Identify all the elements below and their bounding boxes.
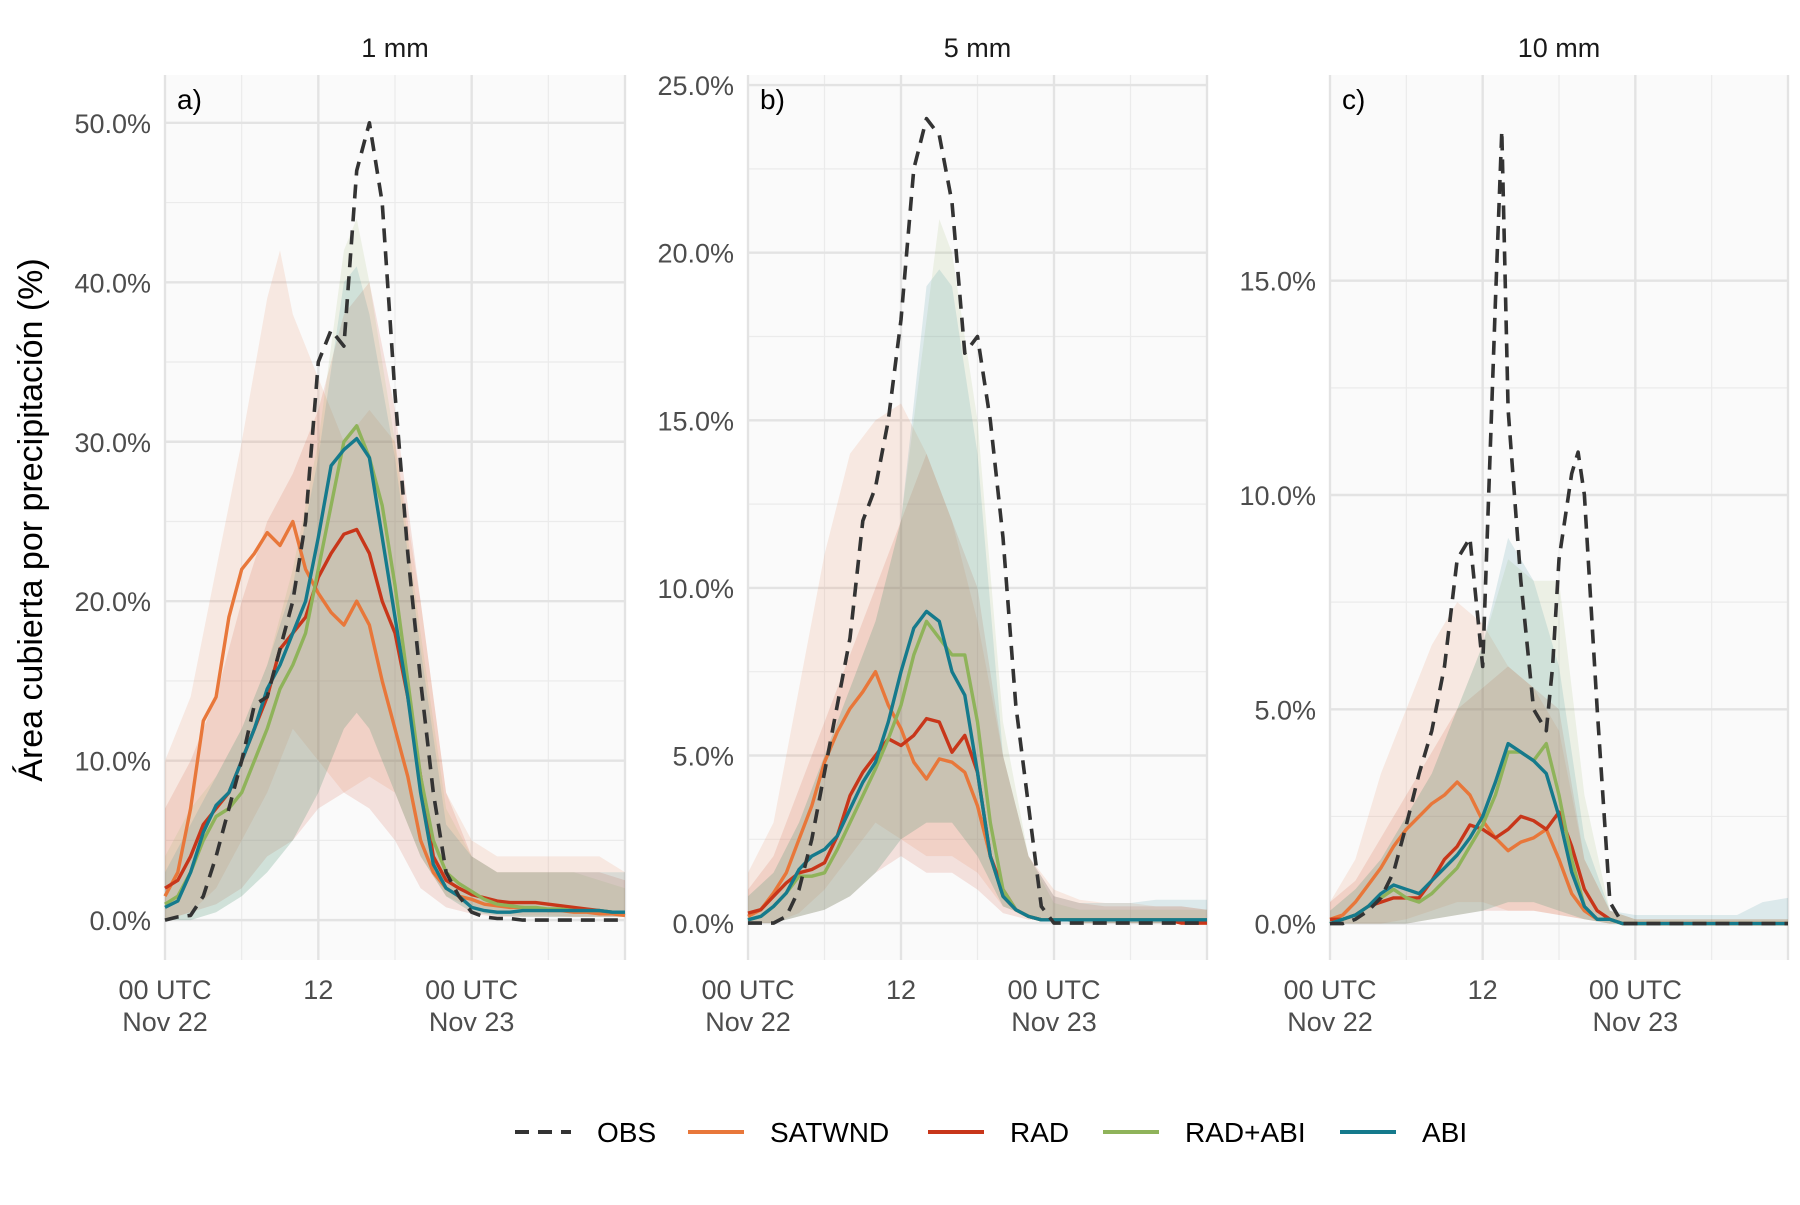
legend-item-rad-abi: RAD+ABI [1103, 1117, 1306, 1148]
x-tick-label: 00 UTC [701, 975, 794, 1005]
band-rad [165, 282, 625, 921]
x-tick-label: 00 UTC [118, 975, 211, 1005]
band-rad [748, 453, 1207, 924]
series-line-obs [748, 116, 1207, 925]
y-tick-label: 15.0% [657, 406, 734, 436]
panel-title: 5 mm [944, 33, 1012, 63]
x-tick-label: 12 [886, 975, 916, 1005]
y-tick-label: 10.0% [657, 574, 734, 604]
series-line-abi [747, 609, 1207, 922]
x-tick-label: Nov 22 [122, 1007, 208, 1037]
y-tick-label: 15.0% [1239, 267, 1316, 297]
y-tick-label: 40.0% [74, 268, 151, 298]
y-tick-label: 10.0% [74, 747, 151, 777]
panel-label: c) [1342, 84, 1365, 115]
legend-item-abi: ABI [1340, 1117, 1467, 1148]
y-tick-label: 5.0% [1254, 695, 1316, 725]
panel-title: 1 mm [361, 33, 429, 63]
x-tick-label: 00 UTC [1283, 975, 1376, 1005]
panel-title: 10 mm [1518, 33, 1601, 63]
band-rad-abi [748, 219, 1207, 924]
y-tick-label: 30.0% [74, 428, 151, 458]
x-tick-label: Nov 23 [1593, 1007, 1679, 1037]
legend-item-obs: OBS [515, 1117, 656, 1148]
band-rad-abi [1330, 559, 1788, 924]
panel-label: a) [177, 84, 202, 115]
band-satwnd [1330, 602, 1788, 924]
legend-item-satwnd: SATWND [688, 1117, 889, 1148]
y-tick-label: 5.0% [672, 742, 734, 772]
band-abi [748, 269, 1207, 924]
legend-label: OBS [597, 1117, 656, 1148]
band-abi [1330, 537, 1788, 924]
y-tick-label: 20.0% [74, 587, 151, 617]
y-tick-label: 0.0% [672, 909, 734, 939]
x-tick-label: Nov 23 [1011, 1007, 1097, 1037]
x-tick-label: 00 UTC [1589, 975, 1682, 1005]
legend-label: RAD+ABI [1185, 1117, 1306, 1148]
y-tick-label: 25.0% [657, 71, 734, 101]
y-tick-label: 0.0% [1254, 910, 1316, 940]
series-line-obs [1330, 128, 1788, 926]
x-tick-label: Nov 23 [429, 1007, 515, 1037]
band-rad-abi [165, 218, 625, 921]
legend-item-rad: RAD [928, 1117, 1069, 1148]
series-line-abi [1329, 741, 1788, 926]
x-tick-label: 00 UTC [425, 975, 518, 1005]
x-tick-label: 12 [303, 975, 333, 1005]
legend-label: SATWND [770, 1117, 889, 1148]
y-tick-label: 0.0% [89, 906, 151, 936]
y-tick-label: 10.0% [1239, 481, 1316, 511]
x-tick-label: 12 [1468, 975, 1498, 1005]
series-line-obs [164, 121, 625, 922]
legend-label: ABI [1422, 1117, 1467, 1148]
panel-label: b) [760, 84, 785, 115]
x-tick-label: Nov 22 [1287, 1007, 1373, 1037]
legend-label: RAD [1010, 1117, 1069, 1148]
y-tick-label: 50.0% [74, 109, 151, 139]
y-axis-label: Área cubierta por precipitación (%) [12, 258, 50, 781]
y-tick-label: 20.0% [657, 239, 734, 269]
x-tick-label: Nov 22 [705, 1007, 791, 1037]
legend: OBS SATWND RAD RAD+ABI ABI [515, 1117, 1467, 1148]
x-tick-label: 00 UTC [1007, 975, 1100, 1005]
